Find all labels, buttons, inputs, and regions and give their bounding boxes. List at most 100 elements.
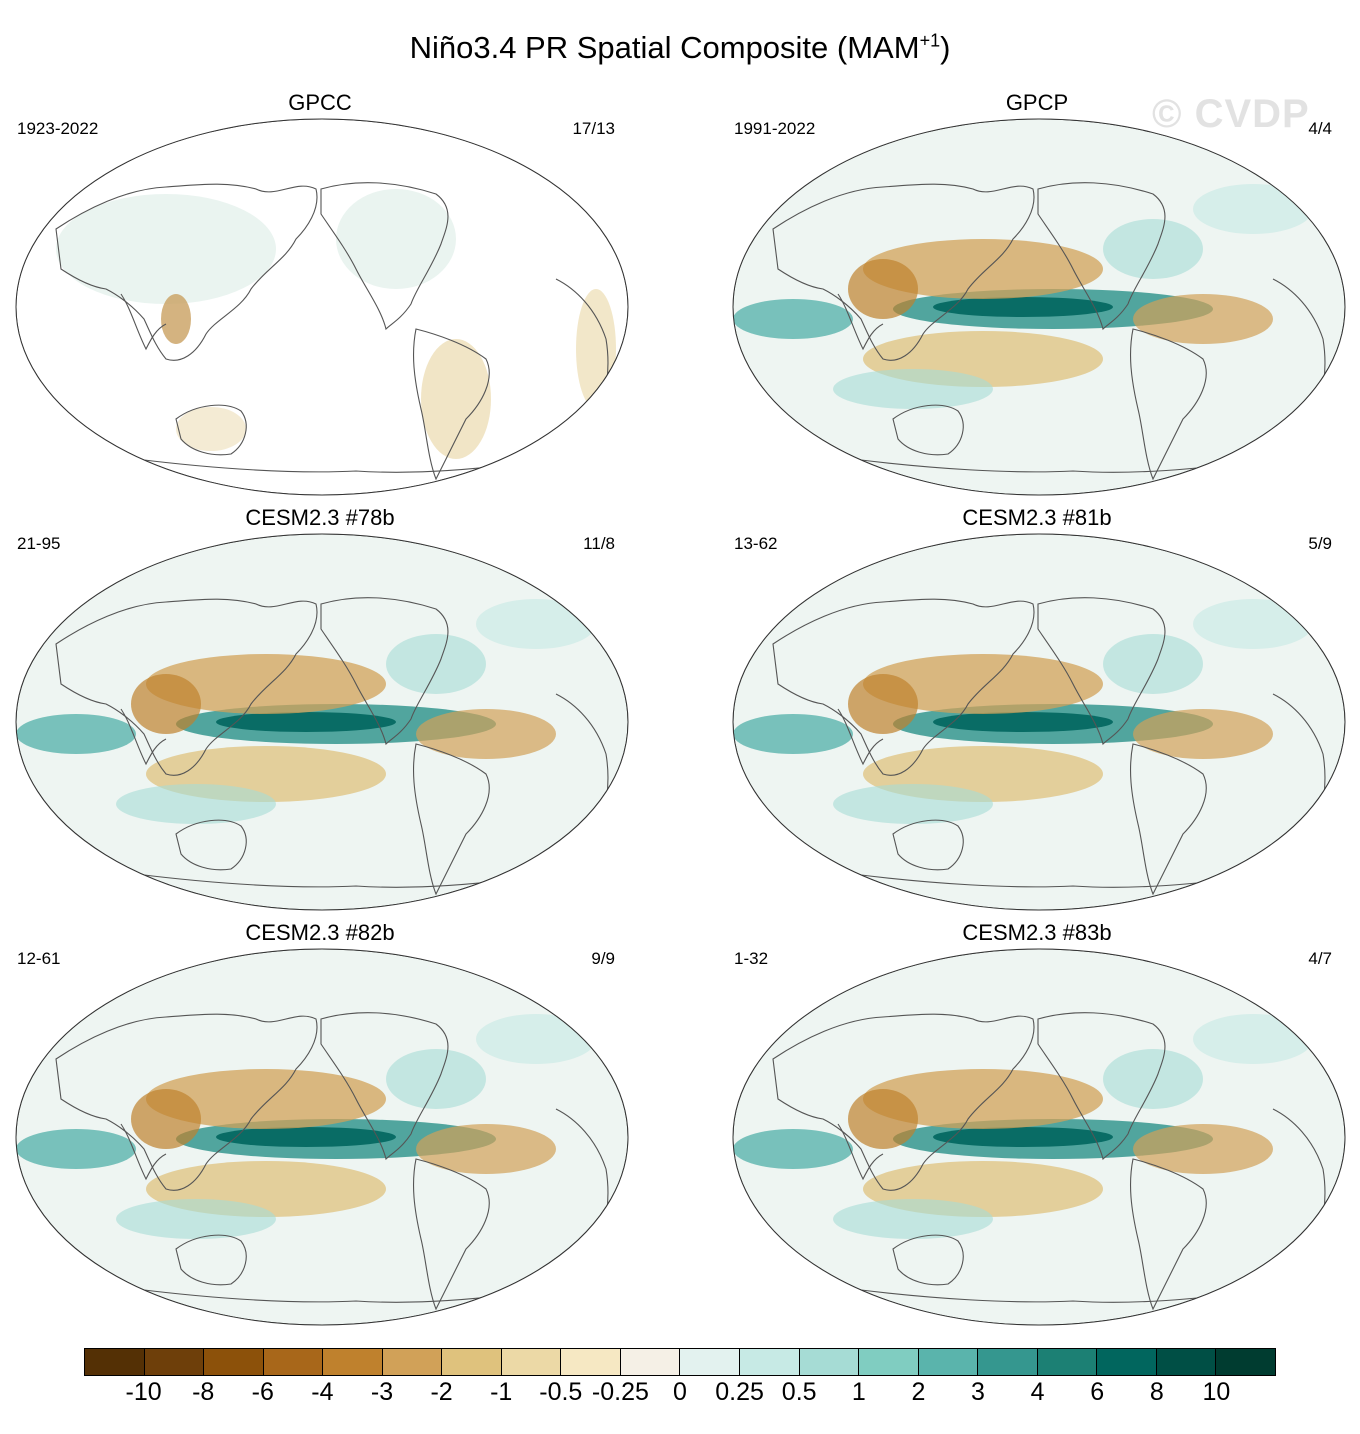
coastline — [837, 293, 884, 351]
coastline — [892, 819, 964, 871]
map-border — [15, 533, 629, 911]
panel-count: 17/13 — [572, 119, 615, 138]
colorbar-segment — [561, 1349, 621, 1375]
colorbar-segment — [620, 1349, 681, 1375]
precip-anomaly-blob — [216, 1127, 396, 1147]
coastline — [320, 597, 449, 746]
colorbar-label: -10 — [125, 1378, 162, 1406]
coastline — [1130, 1158, 1207, 1311]
precip-anomaly-blob — [131, 1089, 201, 1149]
precip-anomaly-blob — [131, 674, 201, 734]
panel-title: CESM2.3 #82b — [245, 920, 395, 945]
colorbar-label: -8 — [192, 1378, 215, 1406]
precip-anomaly-blob — [56, 194, 276, 304]
map-field — [733, 534, 1345, 910]
panel-count: 9/9 — [591, 949, 615, 968]
map-field — [16, 119, 628, 495]
precip-anomaly-blob — [476, 1014, 596, 1064]
coastline — [1130, 328, 1207, 481]
precip-anomaly-blob — [733, 1129, 853, 1169]
panel-count: 11/8 — [583, 534, 615, 553]
colorbar-label: -2 — [430, 1378, 453, 1406]
coastline — [1037, 1012, 1166, 1161]
colorbar-label: 0 — [673, 1378, 687, 1406]
precip-anomaly-blob — [16, 1129, 136, 1169]
precip-anomaly-blob — [416, 709, 556, 759]
figure-title-superscript: +1 — [919, 30, 941, 51]
precip-anomaly-blob — [1103, 1049, 1203, 1109]
precip-anomaly-blob — [1133, 294, 1273, 344]
coastline — [135, 458, 517, 473]
map-border — [732, 533, 1346, 911]
precip-anomaly-blob — [1133, 709, 1273, 759]
colorbar-label: 8 — [1149, 1378, 1164, 1406]
colorbar — [84, 1348, 1276, 1376]
colorbar-label: 0.5 — [781, 1378, 817, 1406]
colorbar-segment — [859, 1349, 919, 1375]
robinson-map — [15, 118, 629, 496]
map-border — [15, 118, 629, 496]
colorbar-segment — [1156, 1349, 1217, 1375]
colorbar-segment — [85, 1349, 145, 1375]
coastline — [175, 404, 247, 456]
precip-anomaly-blob — [116, 1199, 276, 1239]
precip-anomaly-blob — [933, 297, 1113, 317]
colorbar-segment — [382, 1349, 443, 1375]
coastline — [772, 1013, 1035, 1191]
panel-years: 1-32 — [734, 949, 769, 968]
coastline — [320, 1012, 449, 1161]
coastline — [837, 1123, 884, 1181]
colorbar-label: 3 — [971, 1378, 985, 1406]
coastline — [772, 598, 1035, 776]
colorbar-segment — [263, 1349, 324, 1375]
precip-anomaly-blob — [1193, 1014, 1313, 1064]
precip-anomaly-blob — [863, 239, 1103, 299]
colorbar-segment — [799, 1349, 860, 1375]
panel-count: 4/4 — [1308, 119, 1332, 138]
panel-title: CESM2.3 #78b — [245, 505, 395, 530]
panel-title: GPCC — [288, 90, 352, 115]
colorbar-label: -0.25 — [591, 1378, 649, 1406]
panel-count: 4/7 — [1308, 949, 1332, 968]
panel-title: CESM2.3 #81b — [962, 505, 1112, 530]
panel-years: 21-95 — [17, 534, 61, 553]
map-field — [16, 949, 628, 1325]
colorbar-segment — [204, 1349, 264, 1375]
map-panel: GPCC 1923-2022 17/13 — [0, 90, 640, 496]
robinson-map — [732, 948, 1346, 1326]
robinson-map — [15, 533, 629, 911]
figure-title: Niño3.4 PR Spatial Composite (MAM+1) — [0, 30, 1360, 66]
map-border — [15, 948, 629, 1326]
precip-anomaly-blob — [733, 714, 853, 754]
map-field — [733, 949, 1345, 1325]
panel-years: 13-62 — [734, 534, 778, 553]
colorbar-label: 1 — [851, 1378, 866, 1406]
coastline — [120, 293, 167, 351]
colorbar-segment — [1216, 1349, 1275, 1375]
coastline — [852, 1288, 1234, 1303]
map-field — [733, 119, 1345, 495]
map-background — [16, 119, 628, 495]
precip-anomaly-blob — [863, 1069, 1103, 1129]
coastline — [120, 708, 167, 766]
figure-title-close: ) — [940, 30, 951, 65]
coastline — [1037, 597, 1166, 746]
precip-anomaly-blob — [863, 654, 1103, 714]
precip-anomaly-blob — [146, 654, 386, 714]
precip-anomaly-blob — [848, 259, 918, 319]
precip-anomaly-blob — [933, 1127, 1113, 1147]
coastline — [135, 873, 517, 888]
colorbar-label: 0.25 — [715, 1378, 764, 1406]
colorbar-label: -0.5 — [539, 1378, 583, 1406]
panel-title: GPCP — [1005, 90, 1069, 115]
robinson-map — [15, 948, 629, 1326]
colorbar-segment — [978, 1349, 1038, 1375]
coastline — [1130, 743, 1207, 896]
figure-title-text: Niño3.4 PR Spatial Composite (MAM — [409, 30, 920, 65]
colorbar-segment — [501, 1349, 562, 1375]
colorbar-label: -4 — [311, 1378, 334, 1406]
colorbar-segment — [144, 1349, 205, 1375]
coastline — [852, 873, 1234, 888]
colorbar-label: -3 — [370, 1378, 394, 1406]
precip-anomaly-blob — [161, 294, 191, 344]
